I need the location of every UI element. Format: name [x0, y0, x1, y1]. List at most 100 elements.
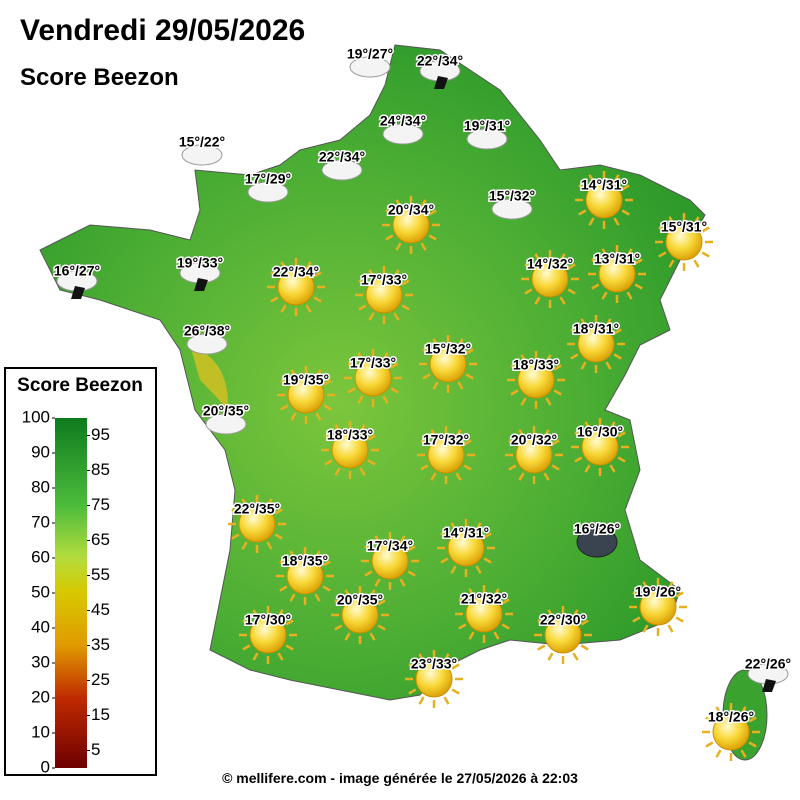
legend-tick-label: 55	[91, 565, 110, 584]
station-label: 19°/31°	[464, 118, 510, 134]
sun-ray	[440, 557, 449, 564]
rain-mark	[762, 679, 776, 692]
sun	[598, 255, 636, 293]
sun-ray	[277, 652, 284, 661]
sun-ray	[358, 304, 367, 311]
sun-ray	[305, 304, 312, 313]
sun-ray	[658, 251, 667, 258]
sun-ray	[451, 688, 460, 695]
station: 19°/35°	[277, 366, 335, 424]
station-label: 17°/32°	[423, 432, 469, 448]
sun-ray	[465, 373, 474, 380]
station-label: 16°/26°	[574, 521, 620, 537]
sun	[544, 616, 582, 654]
rain-mark	[194, 278, 208, 291]
station-label: 18°/33°	[327, 427, 373, 443]
sun-ray	[567, 288, 576, 295]
sun-ray	[547, 609, 554, 618]
sun-ray	[626, 248, 633, 257]
sun-ray	[422, 373, 431, 380]
sun-ray	[368, 269, 375, 278]
station: 23°/33°	[405, 650, 463, 708]
station: 18°/26°	[702, 703, 760, 761]
station-label: 18°/33°	[513, 357, 559, 373]
sun-ray	[285, 644, 294, 651]
station-label: 14°/31°	[443, 525, 489, 541]
station: 20°/35°	[201, 401, 251, 435]
sun	[249, 616, 287, 654]
sun-ray	[382, 352, 389, 361]
sun-ray	[463, 439, 472, 446]
sun-ray	[390, 362, 399, 369]
sun	[517, 361, 555, 399]
sun-ray	[377, 599, 386, 606]
sun	[354, 359, 392, 397]
sun-ray	[572, 609, 579, 618]
station: 17°/29°	[243, 169, 293, 203]
sun-ray	[408, 663, 417, 670]
station-label: 18°/31°	[573, 321, 619, 337]
sun-ray	[382, 395, 389, 404]
sun-ray	[543, 429, 550, 438]
sun-ray	[501, 623, 510, 630]
sun-ray	[613, 328, 622, 335]
sun-ray	[715, 706, 722, 715]
sun-ray	[322, 585, 331, 592]
station: 14°/31°	[575, 171, 633, 229]
sun	[531, 260, 569, 298]
sun-ray	[551, 464, 560, 471]
sun-ray	[270, 271, 279, 278]
station-label: 15°/22°	[179, 134, 225, 150]
sun-ray	[314, 593, 321, 602]
station-label: 18°/35°	[282, 553, 328, 569]
sun-ray	[632, 591, 641, 598]
sun-ray	[315, 369, 322, 378]
sun-ray	[551, 439, 560, 446]
station: 21°/32°	[455, 585, 513, 643]
cloud	[247, 181, 289, 203]
sun	[581, 428, 619, 466]
sun-ray	[420, 242, 427, 251]
sun-ray	[468, 588, 475, 597]
sun-ray	[668, 259, 675, 268]
sun-ray	[601, 291, 608, 300]
station-label: 19°/35°	[283, 372, 329, 388]
rain-mark	[71, 286, 85, 299]
station-label: 15°/32°	[425, 341, 471, 357]
sun-ray	[418, 696, 425, 705]
sun-ray	[578, 209, 587, 216]
station: 22°/34°	[267, 258, 325, 316]
sun-ray	[705, 741, 714, 748]
legend-tick-label: 85	[91, 460, 110, 479]
sun-ray	[588, 217, 595, 226]
sun-ray	[242, 619, 251, 626]
sun-ray	[617, 456, 626, 463]
sun-ray	[457, 338, 464, 347]
sun-ray	[455, 429, 462, 438]
sun-ray	[701, 226, 710, 233]
station: 18°/35°	[276, 547, 334, 605]
cloud	[205, 413, 247, 435]
station: 19°/33°	[175, 253, 225, 291]
sun-ray	[369, 589, 376, 598]
sun-ray	[305, 261, 312, 270]
sun-ray	[289, 593, 296, 602]
sun-ray	[493, 631, 500, 640]
sun-ray	[280, 304, 287, 313]
sun-ray	[534, 296, 541, 305]
sun-ray	[475, 565, 482, 574]
sun-ray	[580, 318, 587, 327]
station: 16°/30°	[571, 418, 629, 476]
legend-tick-label: 45	[91, 600, 110, 619]
cloud	[382, 123, 424, 145]
sun-ray	[231, 508, 240, 515]
sun-ray	[559, 296, 566, 305]
sun-ray	[621, 209, 630, 216]
sun	[371, 542, 409, 580]
sun-ray	[701, 251, 710, 258]
sun-ray	[367, 434, 376, 441]
sun-ray	[313, 296, 322, 303]
sun-ray	[543, 472, 550, 481]
station: 18°/33°	[507, 351, 565, 409]
sun-ray	[359, 424, 366, 433]
